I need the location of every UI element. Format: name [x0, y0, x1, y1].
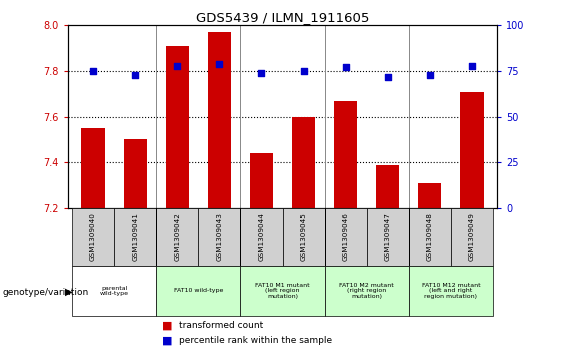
Bar — [240, 266, 325, 316]
Text: transformed count: transformed count — [180, 322, 264, 330]
Text: GSM1309040: GSM1309040 — [90, 213, 96, 261]
Text: GSM1309044: GSM1309044 — [258, 213, 264, 261]
Bar — [418, 183, 441, 208]
Text: ■: ■ — [162, 321, 173, 331]
Text: GSM1309041: GSM1309041 — [132, 213, 138, 261]
Bar — [409, 266, 493, 316]
Text: GSM1309048: GSM1309048 — [427, 213, 433, 261]
Point — [383, 74, 392, 79]
Text: genotype/variation: genotype/variation — [3, 288, 89, 297]
Bar — [367, 208, 409, 266]
Point — [215, 61, 224, 67]
Bar — [409, 208, 451, 266]
Bar — [72, 266, 156, 316]
Text: GSM1309043: GSM1309043 — [216, 213, 223, 261]
Text: GSM1309047: GSM1309047 — [385, 213, 391, 261]
Bar — [156, 266, 240, 316]
Text: ▶: ▶ — [65, 287, 72, 297]
Text: GSM1309049: GSM1309049 — [469, 213, 475, 261]
Text: GSM1309046: GSM1309046 — [342, 213, 349, 261]
Text: ■: ■ — [162, 335, 173, 346]
Point — [257, 70, 266, 76]
Text: FAT10 M12 mutant
(left and right
region mutation): FAT10 M12 mutant (left and right region … — [421, 283, 480, 299]
Bar — [292, 117, 315, 208]
Text: GSM1309045: GSM1309045 — [301, 213, 307, 261]
Text: FAT10 M2 mutant
(right region
mutation): FAT10 M2 mutant (right region mutation) — [340, 283, 394, 299]
Text: FAT10 M1 mutant
(left region
mutation): FAT10 M1 mutant (left region mutation) — [255, 283, 310, 299]
Bar — [325, 208, 367, 266]
Point — [173, 63, 182, 69]
Point — [425, 72, 434, 78]
Bar — [198, 208, 240, 266]
Point — [299, 68, 308, 74]
Bar — [124, 139, 147, 208]
Bar — [240, 208, 282, 266]
Bar — [81, 128, 105, 208]
Bar — [250, 153, 273, 208]
Bar — [334, 101, 357, 208]
Text: FAT10 wild-type: FAT10 wild-type — [173, 289, 223, 293]
Text: parental
wild-type: parental wild-type — [99, 286, 129, 296]
Point — [131, 72, 140, 78]
Bar — [325, 266, 409, 316]
Bar — [208, 32, 231, 208]
Bar — [114, 208, 156, 266]
Bar — [376, 164, 399, 208]
Bar — [166, 46, 189, 208]
Bar — [460, 91, 484, 208]
Point — [89, 68, 98, 74]
Text: GSM1309042: GSM1309042 — [174, 213, 180, 261]
Bar — [156, 208, 198, 266]
Bar — [72, 208, 114, 266]
Point — [467, 63, 476, 69]
Point — [341, 65, 350, 70]
Title: GDS5439 / ILMN_1911605: GDS5439 / ILMN_1911605 — [196, 11, 369, 24]
Text: percentile rank within the sample: percentile rank within the sample — [180, 336, 333, 345]
Bar — [282, 208, 325, 266]
Bar — [451, 208, 493, 266]
